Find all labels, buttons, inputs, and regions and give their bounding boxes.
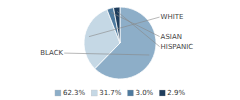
leader-line <box>64 53 149 55</box>
pie-slice <box>107 8 120 43</box>
slice-label: HISPANIC <box>161 43 194 51</box>
leader-line <box>117 11 159 46</box>
legend-swatch <box>159 90 165 96</box>
leader-line <box>89 17 160 37</box>
legend-swatch <box>91 90 97 96</box>
annotations: BLACK WHITE ASIAN HISPANIC <box>40 11 193 57</box>
legend-label: 3.0% <box>135 89 153 97</box>
pie <box>84 7 156 79</box>
legend: 62.3% 31.7% 3.0% 2.9% <box>55 89 185 97</box>
legend-label: 62.3% <box>63 89 86 97</box>
slice-label: BLACK <box>40 49 63 57</box>
slice-label: ASIAN <box>161 33 182 41</box>
pie-slice <box>113 7 120 43</box>
legend-label: 2.9% <box>167 89 185 97</box>
legend-swatch <box>55 90 61 96</box>
slice-label: WHITE <box>161 13 184 21</box>
legend-label: 31.7% <box>99 89 122 97</box>
chart: BLACK WHITE ASIAN HISPANIC 62.3% 31.7% 3.0% 2.9… <box>0 0 240 100</box>
legend-swatch <box>127 90 133 96</box>
leader-line <box>111 13 159 37</box>
